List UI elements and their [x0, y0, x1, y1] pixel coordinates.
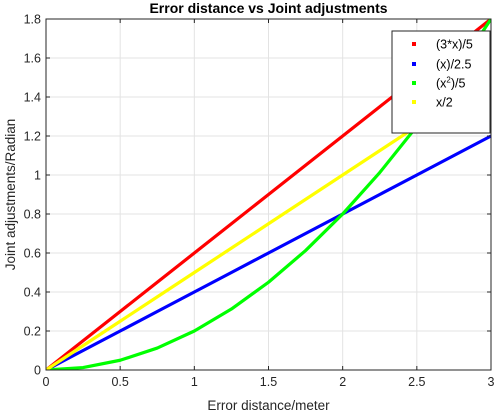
x-tick-label: 1 — [191, 375, 198, 389]
series-line-1 — [46, 134, 491, 370]
y-tick-label: 1.4 — [24, 91, 41, 105]
chart-title: Error distance vs Joint adjustments — [149, 0, 387, 16]
x-tick-label: 3 — [488, 375, 495, 389]
legend-marker-1 — [412, 62, 416, 66]
y-tick-label: 0.8 — [24, 208, 41, 222]
legend: (3*x)/5 (x)/2.5 (x2)/5 x/2 — [391, 30, 491, 134]
legend-marker-0 — [412, 42, 416, 46]
x-tick-label: 2.5 — [408, 375, 425, 389]
y-tick-label: 1.8 — [24, 13, 41, 27]
legend-label-1: (x)/2.5 — [436, 58, 471, 72]
y-tick-label: 0.2 — [24, 325, 41, 339]
y-tick-label: 0.6 — [24, 247, 41, 261]
legend-marker-2 — [412, 81, 416, 85]
x-tick-label: 2 — [339, 375, 346, 389]
x-tick-label: 0.5 — [111, 375, 128, 389]
y-tick-label: 1.6 — [24, 52, 41, 66]
legend-label-3: x/2 — [436, 96, 453, 110]
y-tick-label: 0.4 — [24, 286, 41, 300]
y-tick-label: 1 — [34, 169, 41, 183]
x-tick-label: 1.5 — [260, 375, 277, 389]
y-axis-label: Joint adjustments/Radian — [3, 119, 18, 271]
y-tick-label: 0 — [34, 364, 41, 378]
x-axis-label: Error distance/meter — [207, 398, 330, 413]
legend-marker-3 — [412, 100, 416, 104]
ticks: 0 0.5 1 1.5 2 2.5 3 0 0.2 0.4 0.6 0.8 1 1.2 1.4 1.6 1.8 — [24, 13, 495, 390]
x-tick-label: 0 — [43, 375, 50, 389]
legend-label-2: (x2)/5 — [436, 76, 466, 91]
legend-label-0: (3*x)/5 — [436, 38, 473, 52]
y-tick-label: 1.2 — [24, 130, 41, 144]
legend-box — [391, 30, 491, 134]
